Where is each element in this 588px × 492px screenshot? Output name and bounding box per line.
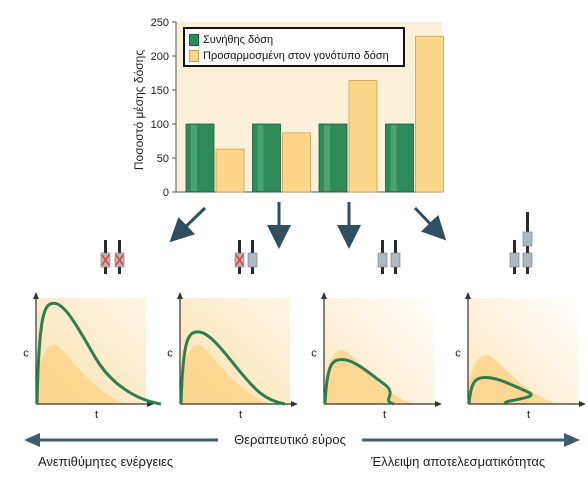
genotype-icons — [100, 212, 533, 274]
legend-item-standard: Συνήθης δόση — [189, 32, 273, 48]
therapeutic-window-shade — [36, 345, 126, 404]
bar-highlight — [191, 125, 197, 191]
therapeutic-window-shade — [468, 355, 558, 404]
concentration-curve — [179, 330, 286, 406]
y-tick-label: 50 — [157, 153, 169, 165]
bar-standard-3 — [318, 123, 348, 193]
y-axis-ticks: 0 50 100 150 200 250 — [151, 17, 176, 199]
therapeutic-range-arrow: Θεραπευτικό εύρος — [24, 432, 580, 447]
therapeutic-window-shade — [324, 350, 414, 404]
bar-adjusted-3 — [348, 80, 378, 193]
legend-item-adjusted: Προσαρμοσμένη στον γονότυπο δόση — [189, 48, 389, 64]
panel-y-label: c — [455, 347, 461, 359]
y-tick-label: 150 — [151, 85, 169, 97]
panel-y-label: c — [311, 347, 317, 359]
y-tick-label: 250 — [151, 17, 169, 29]
genotype-icon-1 — [100, 240, 125, 274]
lack-of-efficacy-label: Έλλειψη αποτελεσματικότητας — [371, 454, 546, 469]
therapeutic-window-shade — [180, 345, 270, 404]
y-axis-label: Ποσοστό μέσης δόσης — [132, 50, 146, 170]
therapeutic-range-label: Θεραπευτικό εύρος — [234, 432, 346, 447]
panel-y-arrowhead — [465, 292, 471, 299]
panel-y-label: c — [167, 347, 173, 359]
legend-swatch-peach — [189, 50, 199, 62]
panel-x-label: t — [95, 409, 98, 421]
arrow-1 — [169, 206, 207, 243]
genotype-icon-4 — [509, 212, 533, 274]
concentration-curve — [323, 357, 395, 406]
legend-swatch-green — [189, 34, 199, 46]
concentration-panel-3: ct — [311, 292, 442, 421]
legend-label-standard: Συνήθης δόση — [203, 34, 274, 46]
panel-x-arrowhead — [291, 401, 298, 407]
panel-y-arrowhead — [321, 292, 327, 299]
concentration-panel-2: ct — [167, 292, 298, 421]
genotype-icon-2 — [234, 240, 258, 274]
panel-x-label: t — [239, 409, 242, 421]
y-tick-label: 100 — [151, 119, 169, 131]
panel-x-arrowhead — [435, 401, 442, 407]
panel-y-label: c — [23, 347, 29, 359]
concentration-curve — [467, 375, 533, 406]
panel-x-label: t — [527, 409, 530, 421]
bar-standard-2 — [252, 123, 281, 193]
concentration-panel-1: ct — [23, 292, 162, 421]
legend-label-adjusted: Προσαρμοσμένη στον γονότυπο δόση — [203, 50, 389, 62]
flow-arrows — [169, 202, 447, 249]
panel-y-arrowhead — [33, 292, 39, 299]
arrow-left-head — [24, 433, 40, 447]
bar-highlight — [390, 125, 397, 191]
panel-x-arrowhead — [579, 401, 586, 407]
bar-adjusted-4 — [415, 35, 444, 193]
bars — [185, 35, 444, 193]
panel-x-label: t — [383, 409, 386, 421]
bar-highlight — [324, 125, 330, 191]
panel-y-arrowhead — [177, 292, 183, 299]
chart-legend: Συνήθης δόση Προσαρμοσμένη στον γονότυπο… — [183, 27, 405, 67]
adverse-effects-label: Ανεπιθύμητες ενέργειες — [38, 454, 174, 469]
y-tick-label: 0 — [163, 187, 169, 199]
bar-standard-1 — [185, 123, 215, 193]
arrow-4 — [413, 206, 447, 241]
concentration-curve — [35, 301, 162, 406]
bar-adjusted-1 — [215, 148, 245, 193]
concentration-panel-4: ct — [455, 292, 586, 421]
bar-adjusted-2 — [282, 132, 311, 193]
arrow-right-head — [564, 433, 580, 447]
bar-standard-4 — [385, 123, 414, 193]
genotype-icon-3 — [377, 240, 401, 274]
y-tick-label: 200 — [151, 51, 169, 63]
bar-highlight — [257, 125, 264, 191]
